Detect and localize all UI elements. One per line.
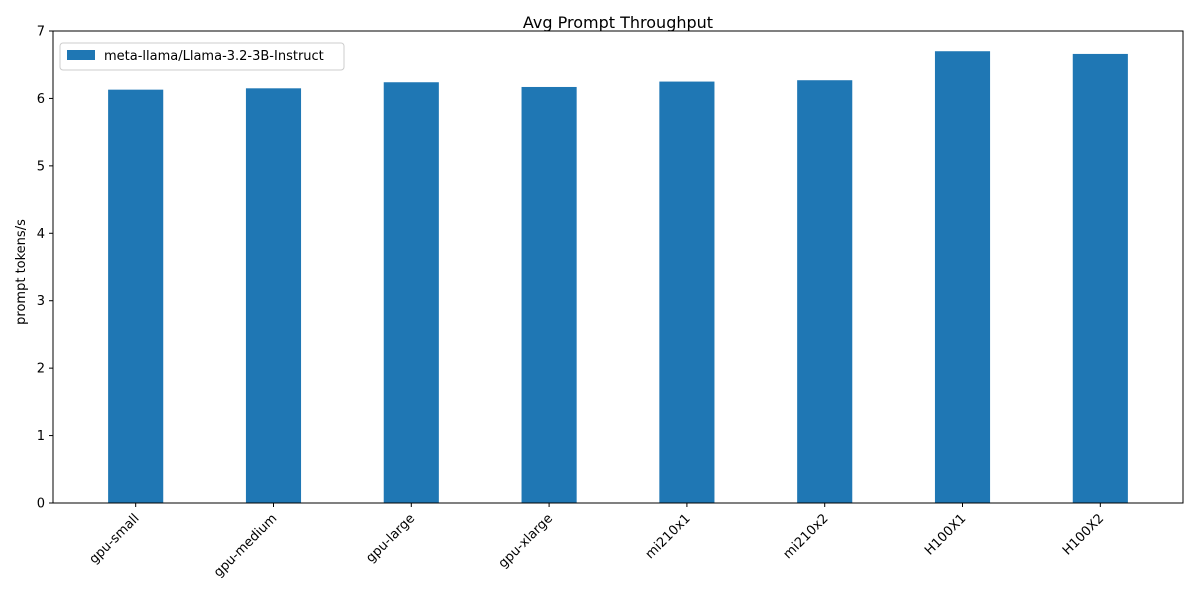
x-tick-label: gpu-xlarge bbox=[496, 511, 556, 571]
legend-swatch bbox=[67, 50, 95, 60]
x-axis-ticks: gpu-small gpu-medium gpu-large gpu-xlarge mi… bbox=[87, 503, 1107, 580]
bar-mi210x1 bbox=[659, 81, 715, 503]
x-tick-label: gpu-medium bbox=[211, 511, 280, 580]
x-tick-label: H100X1 bbox=[922, 511, 969, 558]
bars-layer bbox=[108, 51, 1128, 504]
y-tick-label: 7 bbox=[37, 25, 45, 40]
bar-gpu-medium bbox=[245, 88, 302, 503]
x-tick-label: mi210x2 bbox=[781, 511, 832, 562]
bar-gpu-xlarge bbox=[521, 86, 577, 503]
chart-title: Avg Prompt Throughput bbox=[523, 13, 713, 32]
y-tick-label: 0 bbox=[37, 497, 45, 512]
y-axis-label: prompt tokens/s bbox=[14, 219, 29, 325]
legend-box bbox=[59, 42, 345, 71]
y-tick-label: 4 bbox=[37, 227, 45, 242]
y-tick-label: 6 bbox=[37, 92, 45, 107]
bar-H100X2 bbox=[1072, 53, 1128, 504]
x-tick-label: mi210x1 bbox=[643, 511, 694, 562]
legend: meta-llama/Llama-3.2-3B-Instruct bbox=[59, 42, 345, 71]
y-tick-label: 2 bbox=[37, 362, 45, 377]
x-tick-label: H100X2 bbox=[1060, 511, 1107, 558]
y-axis-ticks: 0 1 2 3 4 5 6 7 bbox=[37, 25, 53, 512]
y-tick-label: 1 bbox=[37, 429, 45, 444]
bar-H100X1 bbox=[934, 51, 991, 503]
y-tick-label: 3 bbox=[37, 294, 45, 309]
bar-gpu-small bbox=[108, 89, 164, 503]
bar-mi210x2 bbox=[797, 80, 853, 503]
legend-label: meta-llama/Llama-3.2-3B-Instruct bbox=[104, 49, 324, 64]
y-tick-label: 5 bbox=[37, 159, 45, 174]
bar-gpu-large bbox=[383, 82, 439, 503]
plot-frame bbox=[52, 30, 1184, 504]
x-tick-label: gpu-small bbox=[87, 511, 143, 567]
x-tick-label: gpu-large bbox=[363, 511, 418, 566]
